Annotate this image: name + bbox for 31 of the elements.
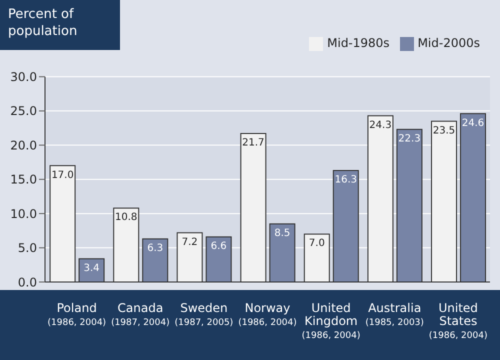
data-label: 8.5 <box>274 228 290 239</box>
data-label: 17.0 <box>51 170 74 181</box>
x-tick-label: United Kingdom (1986, 2004) <box>302 301 360 341</box>
data-label: 3.4 <box>84 262 100 274</box>
data-label: 7.0 <box>308 238 325 250</box>
data-label: 10.8 <box>115 212 138 224</box>
x-tick-label: Sweden (1987, 2005) <box>174 301 234 328</box>
y-tick-label: 5.0 <box>18 241 37 256</box>
data-label: 24.3 <box>369 120 392 131</box>
data-label: 23.5 <box>432 125 456 136</box>
x-tick-label: Canada (1987, 2004) <box>111 301 170 328</box>
data-label: 21.7 <box>242 138 264 149</box>
data-label: 6.6 <box>210 240 227 252</box>
data-label: 6.3 <box>147 242 164 254</box>
data-label: 24.6 <box>462 118 484 129</box>
x-tick-label: Norway (1986, 2004) <box>238 301 297 328</box>
x-tick-label: Poland (1986, 2004) <box>48 301 106 328</box>
x-tick-label: Australia (1985, 2003) <box>365 301 424 328</box>
y-tick-label: 0.0 <box>18 275 37 290</box>
data-label: 22.3 <box>398 134 421 145</box>
data-label: 7.2 <box>182 236 198 248</box>
data-label: 16.3 <box>334 174 358 186</box>
y-tick-label: 20.0 <box>10 138 37 152</box>
y-axis-title: Percent of population <box>0 0 120 50</box>
legend-label: Mid-2000s <box>418 36 480 50</box>
y-tick-label: 10.0 <box>10 206 37 221</box>
y-tick-label: 15.0 <box>10 172 37 187</box>
x-tick-label: United States (1986, 2004) <box>428 301 488 341</box>
legend-label: Mid-1980s <box>327 36 390 50</box>
y-tick-label: 30.0 <box>10 70 37 84</box>
y-tick-label: 25.0 <box>10 104 37 118</box>
